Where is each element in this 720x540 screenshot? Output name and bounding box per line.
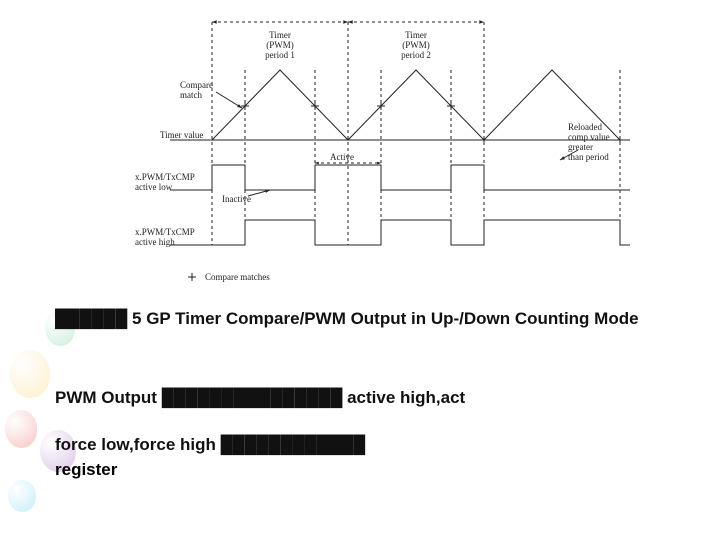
svg-text:Timer: Timer: [405, 30, 427, 40]
para2-lead: force low,force high: [55, 435, 221, 454]
svg-text:active high: active high: [135, 237, 175, 247]
svg-text:match: match: [180, 90, 202, 100]
svg-text:Inactive: Inactive: [222, 194, 251, 204]
svg-text:Active: Active: [330, 152, 354, 162]
paragraph-2: force low,force high ████████████: [55, 435, 720, 455]
svg-text:Compare matches: Compare matches: [205, 272, 270, 282]
caption-boxes: ██████: [55, 309, 127, 328]
para1-tail: active high,act: [342, 388, 465, 407]
register-label: register: [55, 460, 117, 480]
svg-text:(PWM): (PWM): [266, 40, 294, 50]
decorative-balloons: [0, 0, 100, 540]
svg-text:period 2: period 2: [401, 50, 431, 60]
svg-text:Timer: Timer: [269, 30, 291, 40]
balloon: [8, 480, 36, 512]
svg-text:Reloaded: Reloaded: [568, 122, 602, 132]
para1-lead: PWM Output: [55, 388, 162, 407]
svg-text:x.PWM/TxCMP: x.PWM/TxCMP: [135, 227, 195, 237]
svg-text:period 1: period 1: [265, 50, 295, 60]
caption-text: GP Timer Compare/PWM Output in Up-/Down …: [141, 309, 638, 328]
svg-text:(PWM): (PWM): [402, 40, 430, 50]
svg-text:greater: greater: [568, 142, 593, 152]
svg-text:Compare: Compare: [180, 80, 213, 90]
svg-text:Timer value: Timer value: [160, 130, 203, 140]
para1-boxes: ███████████████: [162, 388, 343, 407]
svg-text:than period: than period: [568, 152, 609, 162]
balloon: [5, 410, 37, 448]
svg-text:comp value: comp value: [568, 132, 610, 142]
svg-text:active low: active low: [135, 182, 173, 192]
paragraph-1: PWM Output ███████████████ active high,a…: [55, 388, 720, 408]
svg-text:x.PWM/TxCMP: x.PWM/TxCMP: [135, 172, 195, 182]
figure-caption: ██████ 5 GP Timer Compare/PWM Output in …: [55, 308, 695, 329]
timing-diagram: Timer(PWM)period 1Timer(PWM)period 2Comp…: [130, 10, 650, 300]
balloon: [10, 350, 50, 398]
para2-boxes: ████████████: [221, 435, 366, 454]
